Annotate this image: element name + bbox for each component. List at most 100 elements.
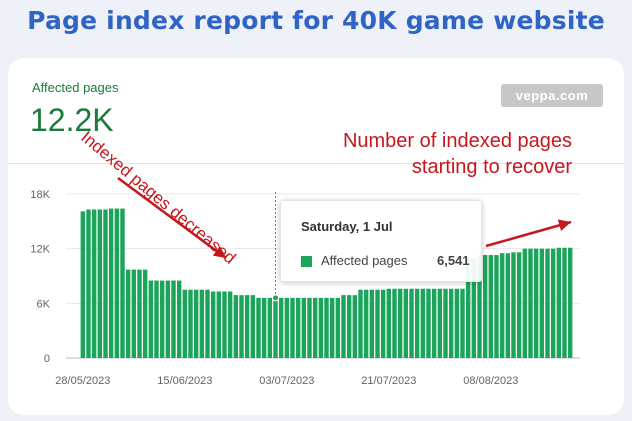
bar — [414, 288, 420, 358]
bar — [250, 295, 256, 358]
bar — [182, 289, 188, 358]
bar — [454, 288, 460, 358]
bar — [131, 269, 137, 358]
bar — [380, 289, 386, 358]
bar — [137, 269, 142, 358]
bar — [301, 297, 307, 358]
bar — [522, 248, 528, 358]
bar — [499, 253, 505, 358]
bar — [545, 248, 550, 358]
bar — [358, 289, 363, 358]
bar — [352, 295, 358, 358]
metric-value: 12.2K — [30, 102, 114, 138]
bar — [114, 208, 120, 358]
bar — [120, 208, 125, 358]
page-headline: Page index report for 40K game website — [0, 6, 632, 35]
bar — [437, 288, 443, 358]
headline-prefix: Page index report for — [27, 6, 343, 35]
bar — [465, 257, 471, 358]
bar — [261, 297, 267, 358]
x-tick-label: 21/07/2023 — [361, 375, 416, 387]
x-tick-label: 15/06/2023 — [157, 375, 212, 387]
bar — [409, 288, 414, 358]
bar — [80, 211, 86, 358]
bar — [227, 291, 233, 358]
bar — [318, 297, 324, 358]
card-divider — [8, 163, 624, 164]
bar — [239, 295, 244, 358]
x-tick-label: 08/08/2023 — [463, 375, 518, 387]
annotation-recover-line2: starting to recover — [411, 156, 572, 178]
y-tick-label: 0 — [44, 353, 50, 365]
bar — [103, 209, 108, 358]
bar — [426, 288, 431, 358]
bar — [329, 297, 335, 358]
bar — [142, 269, 148, 358]
bar — [550, 248, 556, 358]
bar — [125, 269, 131, 358]
tooltip-date: Saturday, 1 Jul — [301, 219, 393, 234]
bar — [176, 280, 182, 358]
bar — [460, 288, 465, 358]
bar — [307, 297, 312, 358]
bar — [386, 288, 392, 358]
tooltip-value: 6,541 — [437, 253, 470, 268]
arrow-recover-head — [557, 219, 571, 232]
bar — [539, 248, 545, 358]
bar — [516, 252, 522, 358]
bar — [431, 288, 437, 358]
y-tick-label: 18K — [30, 189, 50, 201]
bar — [86, 209, 91, 358]
highlight-marker — [272, 294, 279, 302]
bar — [443, 288, 448, 358]
arrow-decrease-shaft — [117, 176, 227, 260]
bar — [222, 291, 227, 358]
bar — [171, 280, 176, 358]
bar — [335, 297, 341, 358]
bar — [91, 209, 97, 358]
headline-highlight: 40K — [342, 6, 397, 35]
bar — [154, 280, 159, 358]
y-tick-label: 12K — [30, 244, 50, 256]
bar — [199, 289, 205, 358]
bar — [494, 255, 499, 358]
bar — [312, 297, 318, 358]
bar — [290, 297, 295, 358]
bar — [244, 295, 250, 358]
y-tick-label: 6K — [37, 298, 51, 310]
headline-suffix: game website — [396, 6, 605, 35]
bar — [233, 295, 239, 358]
bar — [324, 297, 329, 358]
bar — [420, 288, 426, 358]
bar — [267, 297, 273, 358]
bar — [295, 297, 301, 358]
bar — [482, 255, 488, 358]
metric-label: Affected pages — [32, 80, 119, 95]
bar — [97, 209, 103, 358]
bar — [533, 248, 539, 358]
arrow-recover-shaft — [485, 220, 572, 248]
tooltip-series-swatch — [301, 256, 312, 267]
bar — [188, 289, 193, 358]
source-badge: veppa.com — [501, 84, 603, 107]
x-tick-label: 03/07/2023 — [259, 375, 314, 387]
bar — [210, 291, 216, 358]
bar — [341, 295, 346, 358]
bar — [392, 288, 397, 358]
bar — [403, 288, 409, 358]
tooltip-series-name: Affected pages — [321, 253, 408, 268]
bar — [256, 297, 261, 358]
bar — [375, 289, 380, 358]
bar — [273, 297, 278, 358]
chart-tooltip: Saturday, 1 Jul Affected pages 6,541 — [280, 200, 482, 282]
bar — [284, 297, 290, 358]
x-tick-label: 28/05/2023 — [55, 375, 110, 387]
bar — [562, 247, 567, 358]
bar — [471, 257, 477, 358]
bar — [205, 289, 210, 358]
bar — [567, 247, 573, 358]
bar — [363, 289, 369, 358]
bar — [159, 280, 165, 358]
bar — [505, 253, 511, 358]
arrow-decrease-head — [212, 246, 226, 258]
